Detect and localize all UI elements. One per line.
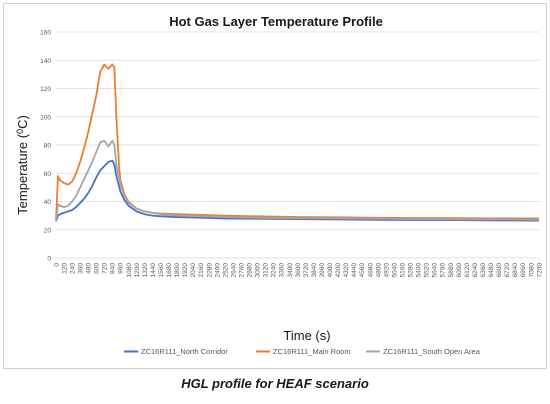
x-tick-label: 3000 — [255, 263, 262, 278]
x-tick-label: 3840 — [311, 263, 318, 278]
x-tick-label: 3360 — [279, 263, 286, 278]
y-tick-label: 40 — [44, 199, 52, 206]
y-axis-title: Temperature (0C) — [15, 115, 30, 215]
legend-label: ZC16R111_North Corridor — [141, 347, 228, 356]
x-tick-label: 6240 — [472, 263, 479, 278]
x-axis-ticks: 0 120 240 360 480 600 720 840 960 1080 1200 1320 144… — [53, 263, 543, 278]
x-axis-title: Time (s) — [283, 328, 330, 343]
x-tick-label: 1800 — [174, 263, 181, 278]
x-tick-label: 6480 — [488, 263, 495, 278]
x-tick-label: 360 — [77, 263, 84, 274]
x-tick-label: 5400 — [416, 263, 423, 278]
y-tick-label: 120 — [40, 86, 51, 93]
x-tick-label: 1200 — [134, 263, 141, 278]
x-tick-label: 3720 — [303, 263, 310, 278]
x-tick-label: 5280 — [408, 263, 415, 278]
y-tick-label: 160 — [40, 30, 51, 37]
x-tick-label: 4200 — [335, 263, 342, 278]
x-tick-label: 1680 — [166, 263, 173, 278]
legend-label: ZC16R111_South Open Area — [383, 347, 481, 356]
x-tick-label: 2520 — [222, 263, 229, 278]
x-tick-label: 5880 — [448, 263, 455, 278]
y-axis-title-superscript: 0 — [15, 129, 25, 134]
x-tick-label: 3480 — [287, 263, 294, 278]
x-tick-label: 600 — [94, 263, 101, 274]
line-chart: Hot Gas Layer Temperature Profile 020406… — [15, 14, 543, 356]
x-tick-label: 1320 — [142, 263, 149, 278]
legend: ZC16R111_North Corridor ZC16R111_Main Roo… — [124, 347, 481, 356]
y-axis-ticks: 0 20 40 60 80 100 120 140 160 — [40, 30, 51, 263]
series-line — [55, 159, 540, 222]
y-axis-title-main: Temperature ( — [15, 133, 30, 215]
legend-label: ZC16R111_Main Room — [273, 347, 351, 356]
x-tick-label: 6600 — [496, 263, 503, 278]
x-tick-label: 240 — [69, 263, 76, 274]
x-tick-label: 4680 — [367, 263, 374, 278]
chart-title: Hot Gas Layer Temperature Profile — [169, 14, 383, 29]
x-tick-label: 3600 — [295, 263, 302, 278]
x-tick-label: 5040 — [391, 263, 398, 278]
x-tick-label: 5640 — [432, 263, 439, 278]
x-tick-label: 5760 — [440, 263, 447, 278]
y-tick-label: 100 — [40, 114, 51, 121]
figure-caption: HGL profile for HEAF scenario — [181, 376, 369, 391]
x-tick-label: 1080 — [126, 263, 133, 278]
x-tick-label: 5520 — [424, 263, 431, 278]
x-tick-label: 7080 — [528, 263, 535, 278]
x-tick-label: 2400 — [214, 263, 221, 278]
series-line — [55, 139, 540, 222]
y-tick-label: 0 — [47, 256, 51, 263]
x-tick-label: 4080 — [327, 263, 334, 278]
x-tick-label: 6960 — [520, 263, 527, 278]
gridlines — [56, 31, 539, 259]
x-tick-label: 4320 — [343, 263, 350, 278]
x-tick-label: 6120 — [464, 263, 471, 278]
x-tick-label: 6000 — [456, 263, 463, 278]
x-tick-label: 2040 — [190, 263, 197, 278]
x-tick-label: 120 — [61, 263, 68, 274]
x-tick-label: 2640 — [230, 263, 237, 278]
x-tick-label: 2760 — [238, 263, 245, 278]
x-tick-label: 3960 — [319, 263, 326, 278]
x-tick-label: 1920 — [182, 263, 189, 278]
y-axis-title-end: C) — [15, 115, 30, 129]
y-tick-label: 80 — [44, 143, 52, 150]
x-tick-label: 720 — [102, 263, 109, 274]
x-tick-label: 4440 — [351, 263, 358, 278]
x-tick-label: 6840 — [512, 263, 519, 278]
x-tick-label: 480 — [86, 263, 93, 274]
x-tick-label: 0 — [53, 263, 60, 267]
y-tick-label: 140 — [40, 58, 51, 65]
x-tick-label: 4800 — [375, 263, 382, 278]
x-tick-label: 2280 — [206, 263, 213, 278]
x-tick-label: 1440 — [150, 263, 157, 278]
x-tick-label: 7200 — [536, 263, 543, 278]
y-tick-label: 60 — [44, 171, 52, 178]
x-tick-label: 2880 — [247, 263, 254, 278]
x-tick-label: 960 — [118, 263, 125, 274]
x-tick-label: 4560 — [359, 263, 366, 278]
x-tick-label: 3240 — [271, 263, 278, 278]
x-tick-label: 4920 — [383, 263, 390, 278]
series-line — [55, 63, 539, 220]
x-tick-label: 1560 — [158, 263, 165, 278]
x-tick-label: 840 — [110, 263, 117, 274]
x-tick-label: 3120 — [263, 263, 270, 278]
chart-frame: Hot Gas Layer Temperature Profile 0 20 40 6… — [3, 3, 547, 369]
x-tick-label: 5160 — [399, 263, 406, 278]
x-tick-label: 2160 — [198, 263, 205, 278]
series-lines — [55, 63, 540, 222]
x-tick-label: 6360 — [480, 263, 487, 278]
y-tick-label: 20 — [44, 227, 52, 234]
x-tick-label: 6720 — [504, 263, 511, 278]
